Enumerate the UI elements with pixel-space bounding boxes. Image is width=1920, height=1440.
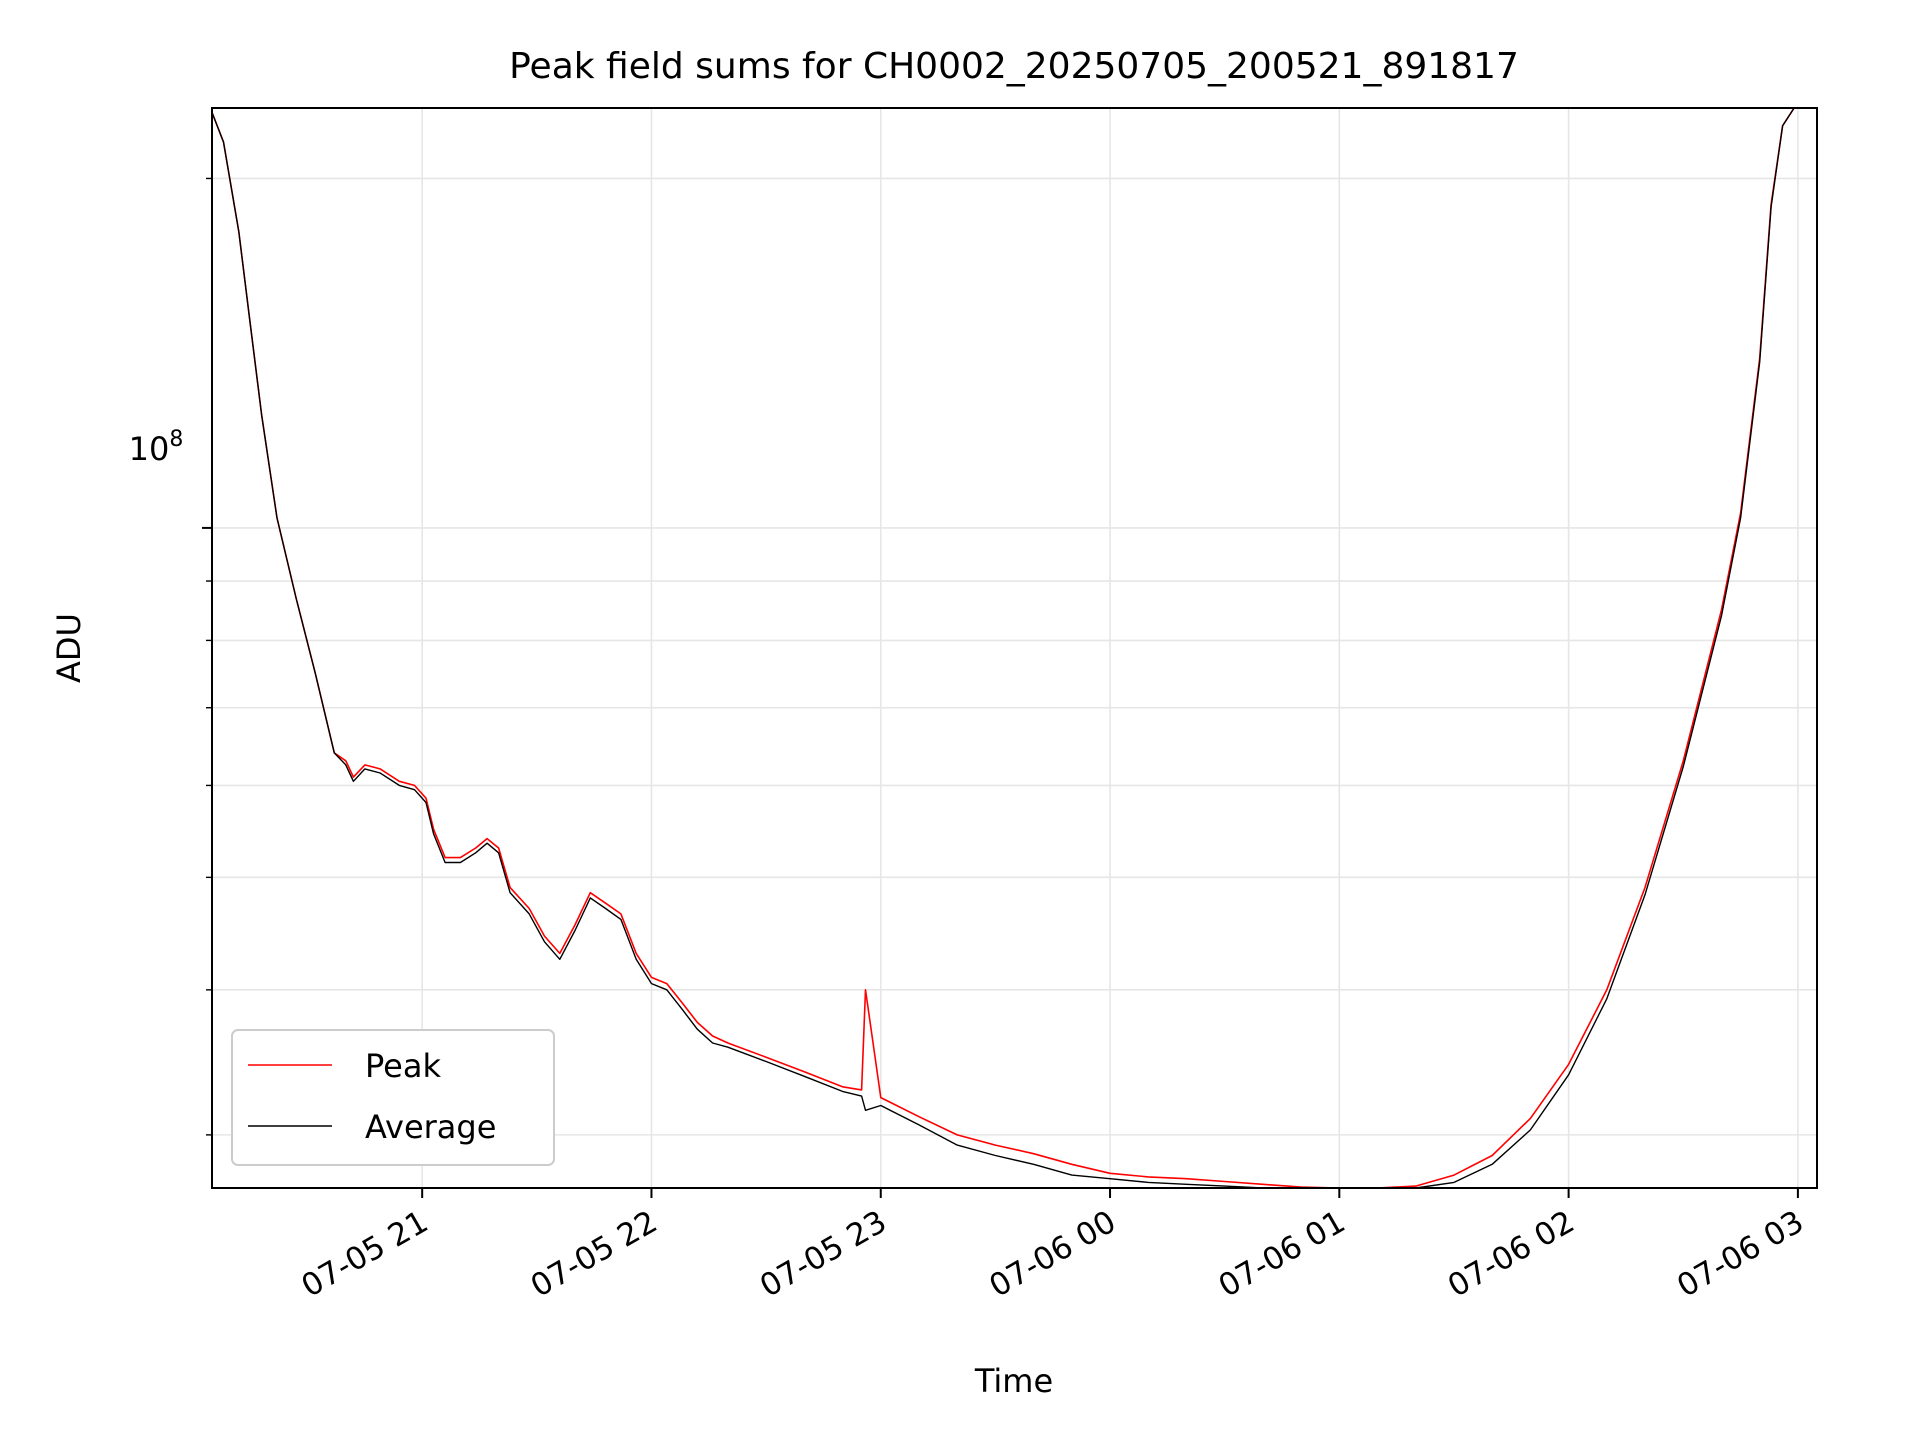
x-tick-label: 07-06 00 bbox=[983, 1204, 1122, 1305]
y-axis-label: ADU bbox=[50, 613, 88, 683]
x-tick-label: 07-06 02 bbox=[1442, 1204, 1581, 1305]
x-tick-label: 07-05 21 bbox=[295, 1204, 434, 1305]
x-tick-label: 07-05 22 bbox=[525, 1204, 664, 1305]
series-line-peak bbox=[211, 107, 1795, 1189]
grid bbox=[212, 108, 1817, 1188]
ticks bbox=[202, 177, 1799, 1198]
series-line-average bbox=[211, 107, 1795, 1189]
plot-frame bbox=[211, 107, 1818, 1189]
legend-box bbox=[231, 1029, 555, 1166]
legend-label-peak: Peak bbox=[365, 1047, 441, 1085]
x-tick-label: 07-06 03 bbox=[1671, 1204, 1810, 1305]
chart-title: Peak field sums for CH0002_20250705_2005… bbox=[509, 46, 1519, 87]
legend-label-average: Average bbox=[365, 1108, 496, 1146]
series-layer bbox=[211, 107, 1795, 1189]
y-tick-label-1e8: 108 bbox=[129, 427, 184, 468]
x-tick-label: 07-06 01 bbox=[1213, 1204, 1352, 1305]
x-axis-label: Time bbox=[974, 1362, 1053, 1400]
x-tick-label: 07-05 23 bbox=[754, 1204, 893, 1305]
legend: Peak Average bbox=[231, 1029, 555, 1166]
